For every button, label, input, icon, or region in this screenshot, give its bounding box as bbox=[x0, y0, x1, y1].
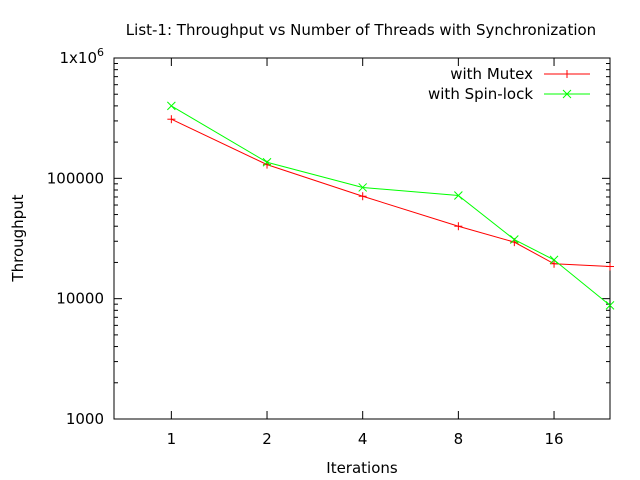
y-tick-label: 1x106 bbox=[59, 46, 104, 67]
y-tick-label: 100000 bbox=[47, 169, 104, 187]
legend-label: with Spin-lock bbox=[428, 85, 533, 103]
series-spin-lock bbox=[166, 101, 615, 310]
y-tick-label: 10000 bbox=[56, 290, 104, 308]
data-point bbox=[454, 191, 463, 200]
data-point bbox=[454, 222, 463, 231]
data-point bbox=[550, 259, 559, 268]
x-tick-label: 8 bbox=[454, 430, 464, 448]
data-point bbox=[509, 235, 519, 244]
series-line bbox=[171, 118, 611, 268]
plot-frame bbox=[113, 57, 611, 420]
data-point bbox=[606, 262, 614, 271]
series-line bbox=[171, 105, 611, 306]
x-tick-label: 1 bbox=[167, 430, 177, 448]
axes-layer: 1 2 4 8 16 1000 10000 100000 1x106 bbox=[47, 46, 610, 448]
data-point bbox=[358, 192, 367, 201]
y-tick-label: 1000 bbox=[66, 410, 104, 428]
x-tick-label: 16 bbox=[544, 430, 563, 448]
data-point bbox=[358, 183, 368, 192]
y-tick-label-exponent: 6 bbox=[97, 46, 104, 59]
legend-label: with Mutex bbox=[450, 65, 533, 83]
x-tick-label: 2 bbox=[262, 430, 272, 448]
data-point bbox=[605, 300, 615, 310]
y-tick-label-base: 1x10 bbox=[59, 49, 97, 67]
data-point bbox=[262, 157, 272, 167]
legend-marker bbox=[562, 89, 572, 99]
legend-item: with Mutex bbox=[450, 65, 590, 83]
data-point bbox=[549, 255, 559, 265]
data-point bbox=[167, 115, 176, 124]
legend-marker bbox=[563, 70, 571, 78]
series-mutex bbox=[167, 115, 614, 271]
y-axis-label: Throughput bbox=[9, 194, 27, 282]
series-layer bbox=[166, 101, 615, 310]
legend: with Mutex with Spin-lock bbox=[428, 65, 590, 103]
chart-title: List-1: Throughput vs Number of Threads … bbox=[126, 21, 596, 39]
x-axis-label: Iterations bbox=[326, 459, 398, 477]
data-point bbox=[166, 101, 176, 111]
legend-item: with Spin-lock bbox=[428, 85, 590, 103]
x-tick-label: 4 bbox=[358, 430, 368, 448]
